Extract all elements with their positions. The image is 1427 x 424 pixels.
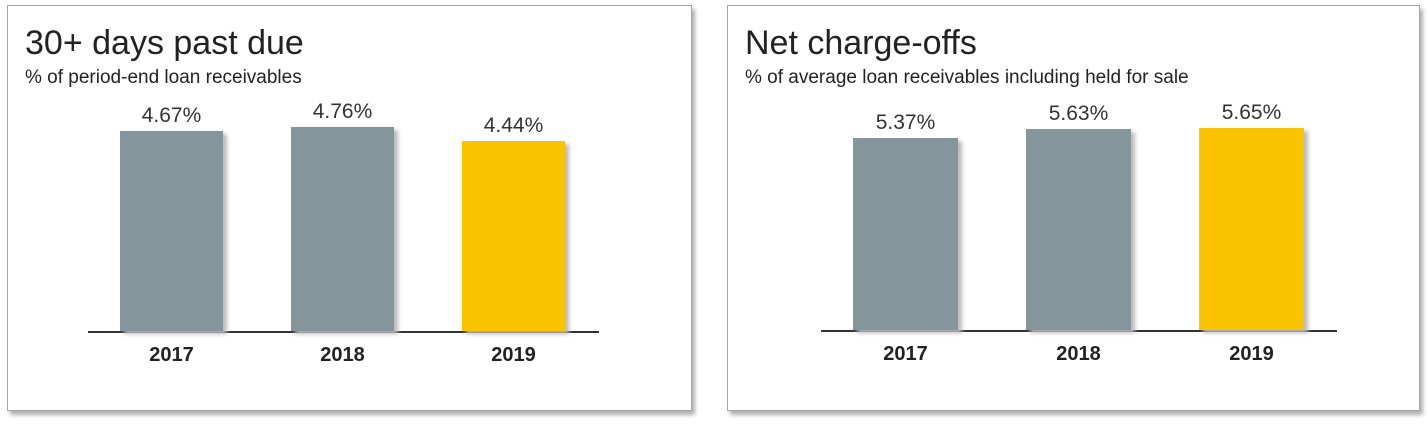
x-tick-label: 2019 [1229,343,1274,365]
x-axis-line [821,330,1337,332]
chart-panel-net-charge-offs: Net charge-offs % of average loan receiv… [727,5,1420,411]
bar-2017 [853,138,958,330]
x-tick-label: 2018 [320,344,365,366]
x-axis-line [88,331,599,333]
data-label: 5.65% [1221,101,1282,125]
data-label: 4.67% [141,103,202,127]
x-tick-label: 2017 [883,343,928,365]
data-label: 5.37% [875,111,936,135]
chart-title: Net charge-offs [745,24,977,62]
data-label: 5.63% [1048,101,1109,125]
x-tick-label: 2017 [149,344,194,366]
chart-title: 30+ days past due [25,24,304,62]
bar-2019 [1199,128,1304,330]
x-tick-label: 2018 [1056,343,1101,365]
chart-subtitle: % of period-end loan receivables [25,67,302,88]
chart-panel-past-due: 30+ days past due % of period-end loan r… [7,5,692,411]
bar-2018 [291,127,394,331]
x-tick-label: 2019 [491,344,536,366]
bar-2017 [120,130,223,331]
chart-subtitle: % of average loan receivables including … [745,67,1189,88]
data-label: 4.76% [312,100,373,123]
data-label: 4.44% [483,113,544,137]
bar-2019 [462,140,565,331]
bar-2018 [1026,128,1131,330]
